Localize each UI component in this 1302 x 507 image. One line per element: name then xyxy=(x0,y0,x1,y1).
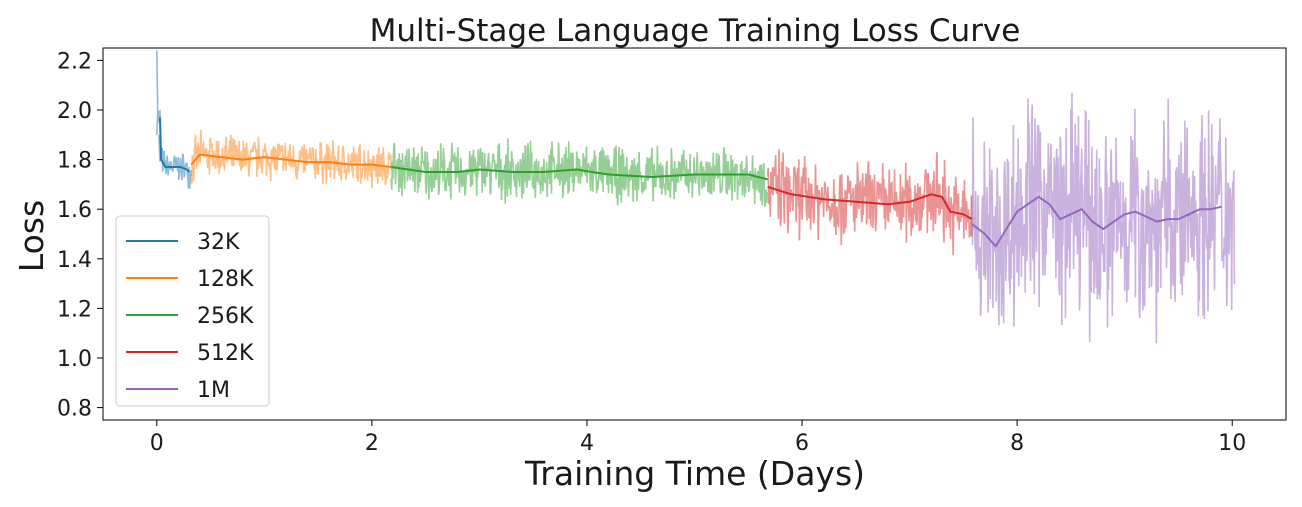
legend-label-256k: 256K xyxy=(197,304,254,329)
y-tick-label: 1.0 xyxy=(57,347,92,372)
y-tick-label: 2.2 xyxy=(57,49,92,74)
x-axis-label: Training Time (Days) xyxy=(524,454,865,493)
y-tick-label: 1.8 xyxy=(57,149,92,174)
x-tick-label: 4 xyxy=(580,431,594,456)
raw-line-256k xyxy=(390,138,768,207)
y-tick-label: 1.4 xyxy=(57,248,92,273)
raw-line-128k xyxy=(190,129,392,189)
raw-line-32k xyxy=(156,50,192,189)
legend-label-1m: 1M xyxy=(197,378,230,403)
legend-frame xyxy=(115,215,270,407)
y-tick-label: 1.2 xyxy=(57,297,92,322)
x-tick-label: 0 xyxy=(150,431,164,456)
smoothed-line-128k xyxy=(190,153,392,168)
smoothed-loss-layer xyxy=(159,117,1222,248)
x-axis: 0 2 4 6 8 10 xyxy=(150,420,1246,456)
x-tick-label: 8 xyxy=(1010,431,1024,456)
y-tick-label: 1.6 xyxy=(57,198,92,223)
y-axis: 0.8 1.0 1.2 1.4 1.6 1.8 2.0 2.2 xyxy=(57,49,103,422)
legend: 32K 128K 256K 512K 1M xyxy=(115,215,270,407)
smoothed-line-1m xyxy=(971,195,1222,248)
y-tick-label: 0.8 xyxy=(57,397,92,422)
raw-line-1m xyxy=(971,92,1236,344)
smoothed-line-32k xyxy=(159,117,190,173)
x-tick-label: 6 xyxy=(795,431,809,456)
plot-frame xyxy=(102,47,1287,421)
x-tick-label: 2 xyxy=(365,431,379,456)
legend-label-512k: 512K xyxy=(197,341,254,366)
y-tick-label: 2.0 xyxy=(57,99,92,124)
legend-label-128k: 128K xyxy=(197,267,254,292)
legend-label-32k: 32K xyxy=(197,230,240,255)
smoothed-line-512k xyxy=(767,185,973,220)
chart-title: Multi-Stage Language Training Loss Curve xyxy=(370,13,1021,49)
smoothed-line-256k xyxy=(391,166,768,181)
x-tick-label: 10 xyxy=(1218,431,1246,456)
y-axis-label: Loss xyxy=(12,200,51,272)
raw-loss-layer xyxy=(156,50,1236,344)
